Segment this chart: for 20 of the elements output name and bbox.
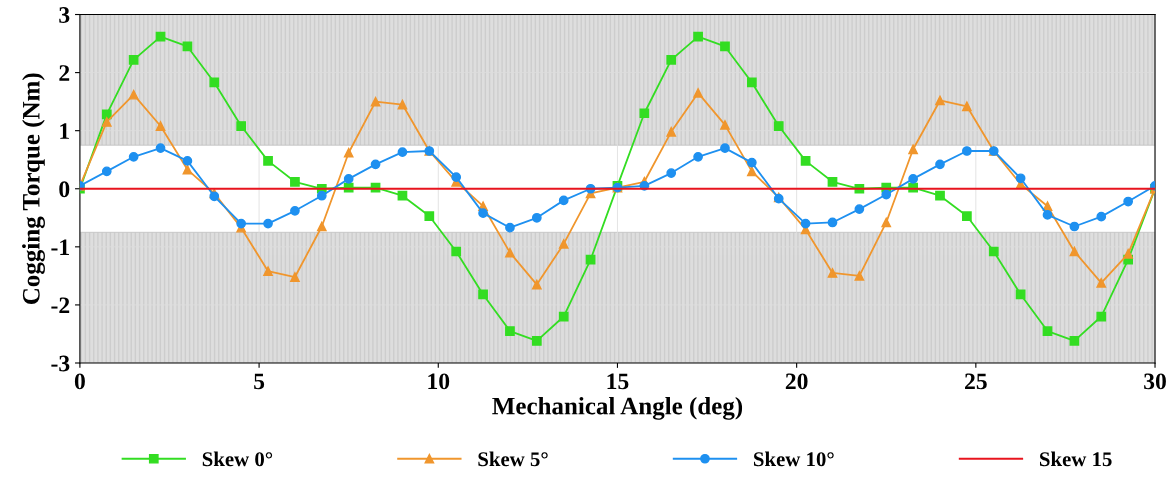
x-axis-title: Mechanical Angle (deg): [492, 396, 743, 420]
x-tick-label: 20: [785, 373, 808, 390]
y-tick-label: 1: [60, 123, 69, 139]
y-tick-label: 0: [59, 181, 70, 198]
legend-label: Skew 15: [1039, 451, 1112, 467]
y-tick-label: -1: [51, 239, 69, 256]
legend-label: Skew 0°: [202, 451, 273, 467]
legend-label: Skew 5°: [478, 451, 548, 467]
y-tick-label: -3: [51, 355, 70, 372]
y-axis-title: Cogging Torque (Nm): [22, 73, 45, 305]
y-tick-label: -2: [51, 297, 70, 314]
x-tick-label: 10: [428, 373, 450, 390]
y-tick-label: 2: [59, 65, 70, 81]
y-tick-label: 3: [59, 7, 70, 23]
x-tick-label: 25: [965, 373, 987, 390]
x-tick-label: 30: [1144, 373, 1166, 390]
x-tick-label: 15: [607, 373, 629, 390]
legend-label: Skew 10°: [753, 451, 834, 467]
x-tick-label: 5: [254, 373, 265, 390]
x-tick-label: 0: [74, 373, 85, 390]
